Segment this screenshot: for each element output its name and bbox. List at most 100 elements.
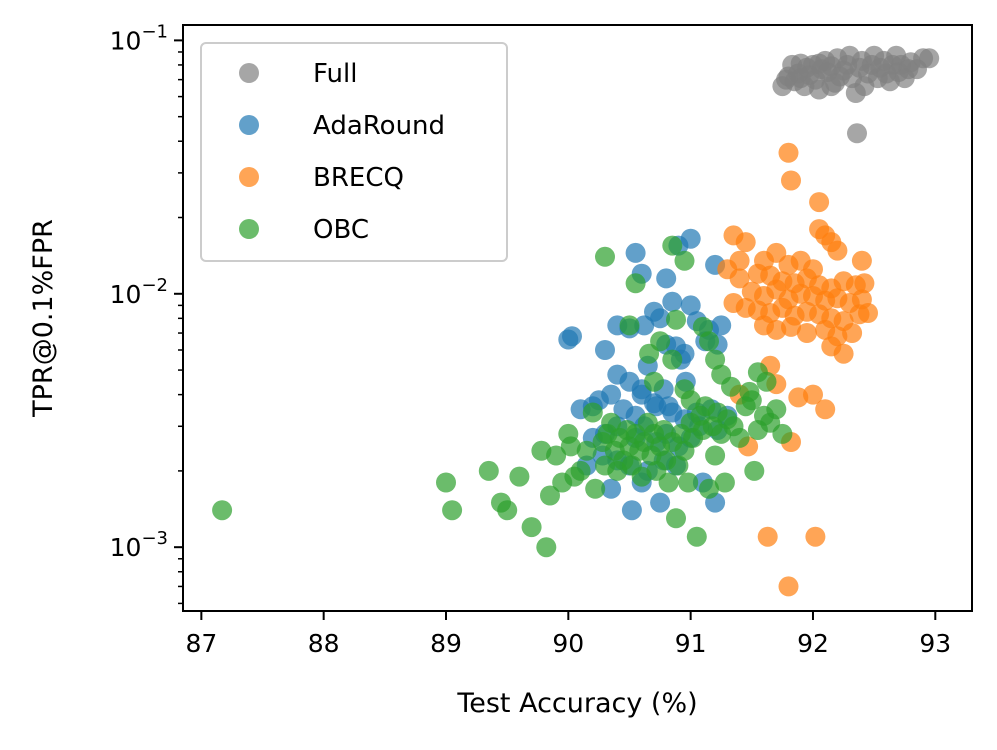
data-point	[595, 340, 615, 360]
data-point	[714, 472, 735, 493]
data-point	[699, 478, 719, 499]
data-point	[705, 445, 726, 466]
data-point	[796, 323, 817, 343]
data-point	[735, 232, 756, 253]
data-point	[781, 316, 801, 337]
data-point	[650, 492, 671, 513]
x-tick-label: 91	[675, 629, 707, 658]
data-point	[536, 537, 557, 558]
data-point	[570, 460, 591, 481]
data-point	[686, 526, 707, 547]
x-tick-label: 92	[797, 629, 829, 658]
data-point	[756, 371, 777, 392]
y-tick-label: 10−2	[110, 275, 168, 309]
data-point	[478, 460, 499, 481]
data-point	[678, 472, 699, 493]
series-brecq	[717, 142, 878, 597]
data-point	[595, 246, 615, 267]
data-point	[778, 576, 799, 597]
data-point	[847, 123, 867, 144]
data-point	[790, 53, 811, 74]
data-point	[562, 326, 582, 347]
data-point	[766, 242, 787, 263]
data-point	[717, 259, 738, 280]
x-tick-label: 87	[185, 629, 217, 658]
x-tick-label: 89	[430, 629, 462, 658]
data-point	[919, 48, 940, 69]
data-point	[772, 423, 793, 444]
x-tick-label: 93	[919, 629, 951, 658]
data-point	[680, 295, 701, 316]
data-point	[809, 192, 830, 213]
legend-label: AdaRound	[313, 111, 445, 141]
data-point	[662, 291, 683, 312]
data-point	[656, 268, 677, 289]
data-point	[540, 485, 560, 506]
axes-layer: 87 88 89 90 91 92 93 10−3 10−2 10−1 Test Accuracy …	[28, 21, 973, 719]
legend-marker	[239, 167, 259, 187]
data-point	[576, 440, 597, 461]
data-point	[650, 308, 671, 329]
data-point	[711, 315, 732, 336]
data-point	[744, 460, 765, 481]
y-axis-label: TPR@0.1%FPR	[28, 219, 59, 418]
data-point	[766, 399, 787, 420]
data-point	[662, 402, 683, 423]
data-point	[803, 384, 823, 405]
data-point	[212, 500, 233, 521]
legend-marker	[239, 63, 259, 83]
legend-label: BRECQ	[313, 163, 404, 193]
data-point	[842, 323, 863, 343]
data-point	[821, 76, 842, 97]
data-point	[625, 242, 646, 263]
data-point	[680, 390, 701, 411]
data-point	[585, 478, 606, 499]
data-point	[705, 349, 726, 370]
data-point	[854, 273, 875, 294]
data-point	[809, 53, 830, 74]
x-axis-label: Test Accuracy (%)	[456, 688, 697, 719]
y-tick-label: 10−1	[110, 21, 168, 55]
data-point	[646, 396, 667, 417]
data-point	[674, 250, 695, 271]
legend: Full AdaRound BRECQ OBC	[200, 42, 508, 262]
data-point	[639, 343, 660, 364]
data-point	[851, 250, 872, 271]
series-full	[772, 45, 940, 144]
data-point	[729, 427, 750, 448]
series-obc	[212, 235, 793, 558]
data-point	[582, 402, 603, 423]
data-point	[666, 309, 686, 330]
legend-marker	[239, 115, 259, 135]
data-point	[546, 445, 567, 466]
data-point	[805, 526, 826, 547]
data-point	[662, 349, 683, 370]
legend-label: Full	[313, 59, 357, 89]
data-point	[442, 500, 463, 521]
data-point	[721, 376, 741, 397]
data-point	[739, 381, 760, 402]
data-point	[666, 508, 686, 529]
points-layer	[212, 45, 940, 597]
data-point	[601, 412, 622, 433]
legend-marker	[239, 219, 259, 239]
y-tick-label: 10−3	[110, 528, 168, 562]
data-point	[815, 399, 836, 420]
data-point	[625, 273, 646, 294]
data-point	[521, 517, 542, 538]
data-point	[436, 472, 456, 493]
data-point	[497, 500, 518, 521]
data-point	[858, 303, 878, 323]
data-point	[634, 315, 655, 336]
data-point	[757, 526, 778, 547]
data-point	[601, 478, 622, 499]
data-point	[509, 466, 530, 487]
data-point	[833, 343, 854, 364]
x-tick-label: 88	[308, 629, 340, 658]
x-tick-label: 90	[552, 629, 584, 658]
data-point	[699, 331, 719, 352]
data-point	[827, 240, 848, 261]
data-point	[662, 235, 683, 256]
